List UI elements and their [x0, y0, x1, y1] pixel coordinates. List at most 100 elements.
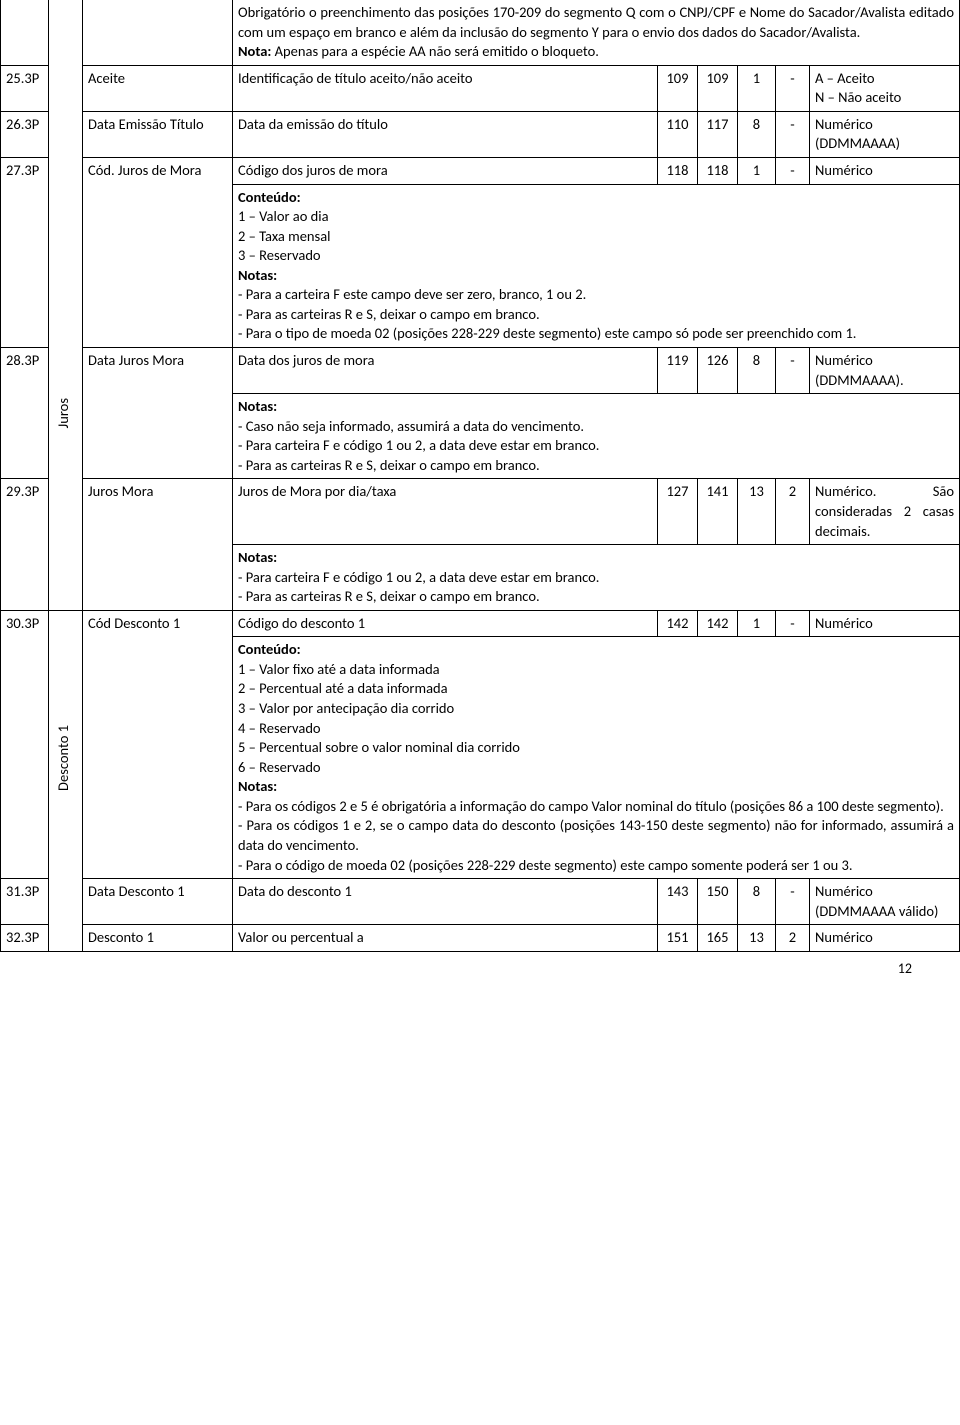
field-name: Data Emissão Título: [83, 111, 233, 157]
cell-blank: [49, 184, 83, 348]
row-id: 26.3P: [1, 111, 49, 157]
field-name: Juros Mora: [83, 479, 233, 610]
type: Numérico: [809, 610, 959, 637]
pos-from: 151: [657, 925, 697, 952]
notas-label: Notas:: [238, 397, 277, 415]
field-name: Data Desconto 1: [83, 879, 233, 925]
top-note: Obrigatório o preenchimento das posições…: [233, 0, 960, 65]
cell-blank: [49, 610, 83, 637]
notas-label: Notas:: [238, 266, 277, 284]
cell-blank: [49, 65, 83, 111]
n2: - Para as carteiras R e S, deixar o camp…: [238, 305, 540, 323]
row-id: 29.3P: [1, 479, 49, 610]
dec: -: [775, 348, 809, 394]
pos-from: 110: [657, 111, 697, 157]
field-desc: Valor ou percentual a: [233, 925, 658, 952]
pos-from: 119: [657, 348, 697, 394]
conteudo-label: Conteúdo:: [238, 640, 301, 658]
c6: 6 – Reservado: [238, 758, 321, 776]
type: Numérico. São consideradas 2 casas decim…: [809, 479, 959, 545]
n2: - Para carteira F e código 1 ou 2, a dat…: [238, 436, 599, 454]
row-id: 31.3P: [1, 879, 49, 925]
pos-to: 117: [697, 111, 737, 157]
nota-text: Apenas para a espécie AA não será emitid…: [271, 42, 599, 60]
pos-to: 150: [697, 879, 737, 925]
cell-blank: [49, 0, 83, 65]
cell-blank: [83, 0, 233, 65]
n3: - Para o código de moeda 02 (posições 22…: [238, 856, 853, 874]
dec: -: [775, 879, 809, 925]
notes: Notas: - Caso não seja informado, assumi…: [233, 394, 960, 479]
type: A – Aceito N – Não aceito: [809, 65, 959, 111]
c2: 2 – Taxa mensal: [238, 227, 330, 245]
content-notes: Conteúdo: 1 – Valor ao dia 2 – Taxa mens…: [233, 184, 960, 348]
field-desc: Juros de Mora por dia/taxa: [233, 479, 658, 545]
juros-label: Juros: [54, 398, 74, 428]
len: 13: [737, 479, 775, 545]
field-desc: Código dos juros de mora: [233, 157, 658, 184]
pos-to: 126: [697, 348, 737, 394]
type: Numérico (DDMMAAAA válido): [809, 879, 959, 925]
pos-to: 109: [697, 65, 737, 111]
c3: 3 – Valor por antecipação dia corrido: [238, 699, 454, 717]
content-notes: Conteúdo: 1 – Valor fixo até a data info…: [233, 637, 960, 879]
top-note-text: Obrigatório o preenchimento das posições…: [238, 3, 954, 41]
row-id: 27.3P: [1, 157, 49, 347]
notas-label: Notas:: [238, 777, 277, 795]
c5: 5 – Percentual sobre o valor nominal dia…: [238, 738, 520, 756]
n3: - Para o tipo de moeda 02 (posições 228-…: [238, 324, 856, 342]
field-desc: Data do desconto 1: [233, 879, 658, 925]
field-name: Cód. Juros de Mora: [83, 157, 233, 347]
notas-label: Notas:: [238, 548, 277, 566]
pos-to: 118: [697, 157, 737, 184]
cell-blank: [49, 111, 83, 157]
field-name: Cód Desconto 1: [83, 610, 233, 878]
n3: - Para as carteiras R e S, deixar o camp…: [238, 456, 540, 474]
len: 8: [737, 348, 775, 394]
cell-blank: [1, 0, 49, 65]
pos-to: 142: [697, 610, 737, 637]
type: Numérico: [809, 157, 959, 184]
type: Numérico (DDMMAAAA): [809, 111, 959, 157]
pos-to: 165: [697, 925, 737, 952]
dec: 2: [775, 479, 809, 545]
field-name: Desconto 1: [83, 925, 233, 952]
c1: 1 – Valor fixo até a data informada: [238, 660, 440, 678]
len: 8: [737, 879, 775, 925]
cell-blank: [49, 925, 83, 952]
len: 13: [737, 925, 775, 952]
pos-from: 143: [657, 879, 697, 925]
c2: 2 – Percentual até a data informada: [238, 679, 448, 697]
pos-to: 141: [697, 479, 737, 545]
group-desconto: Desconto 1: [49, 637, 83, 879]
page-number: 12: [0, 952, 960, 989]
pos-from: 118: [657, 157, 697, 184]
row-id: 25.3P: [1, 65, 49, 111]
row-id: 32.3P: [1, 925, 49, 952]
notes: Notas: - Para carteira F e código 1 ou 2…: [233, 545, 960, 611]
nota-label: Nota:: [238, 42, 271, 60]
field-desc: Código do desconto 1: [233, 610, 658, 637]
n1: - Caso não seja informado, assumirá a da…: [238, 417, 584, 435]
cell-blank: [49, 157, 83, 184]
dec: -: [775, 610, 809, 637]
cell-blank: [49, 879, 83, 925]
n2: - Para as carteiras R e S, deixar o camp…: [238, 587, 540, 605]
dec: -: [775, 157, 809, 184]
c3: 3 – Reservado: [238, 246, 321, 264]
n2: - Para os códigos 1 e 2, se o campo data…: [238, 816, 954, 854]
type: Numérico (DDMMAAAA).: [809, 348, 959, 394]
field-desc: Data dos juros de mora: [233, 348, 658, 394]
field-name: Data Juros Mora: [83, 348, 233, 479]
field-name: Aceite: [83, 65, 233, 111]
dec: 2: [775, 925, 809, 952]
row-id: 30.3P: [1, 610, 49, 878]
dec: -: [775, 65, 809, 111]
desconto-label: Desconto 1: [54, 725, 74, 791]
cell-blank: [49, 479, 83, 545]
len: 1: [737, 65, 775, 111]
pos-from: 142: [657, 610, 697, 637]
type: Numérico: [809, 925, 959, 952]
len: 1: [737, 610, 775, 637]
row-id: 28.3P: [1, 348, 49, 479]
